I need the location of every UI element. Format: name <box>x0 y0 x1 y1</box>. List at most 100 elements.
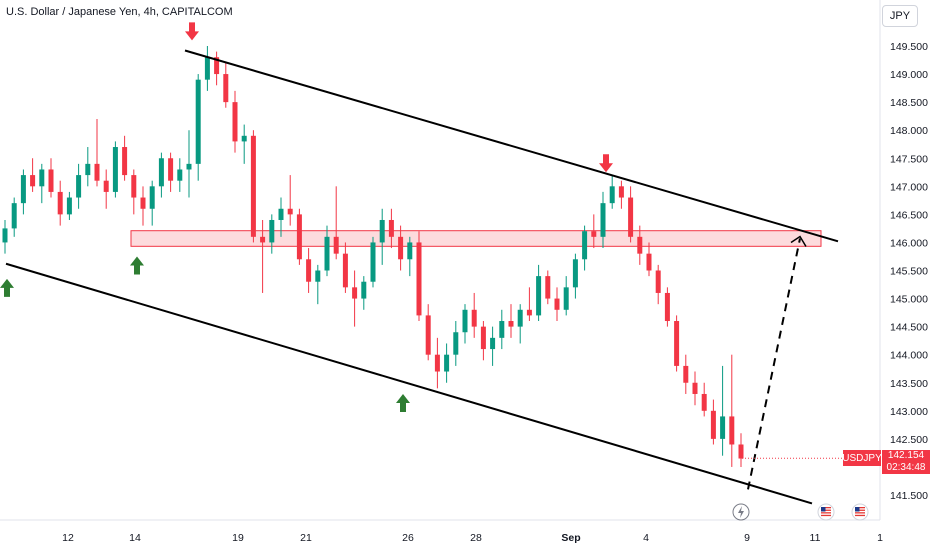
candle-body <box>738 444 744 459</box>
candle-body <box>149 186 155 209</box>
candle-body <box>398 236 404 260</box>
x-tick-label: 21 <box>300 532 312 544</box>
x-tick-label: 9 <box>744 532 750 544</box>
candle-body <box>600 203 606 237</box>
candle-body <box>508 321 514 327</box>
candle-body <box>352 287 358 299</box>
candle-body <box>407 242 413 260</box>
y-tick-label: 145.500 <box>890 266 928 278</box>
candle-body <box>333 236 339 254</box>
candle-body <box>536 276 542 316</box>
bar-countdown: 02:34:48 <box>886 462 926 474</box>
candle-body <box>2 228 8 243</box>
candle-body <box>296 214 302 260</box>
x-tick-label: 4 <box>643 532 649 544</box>
candle-body <box>103 180 109 192</box>
currency-button[interactable]: JPY <box>882 5 918 27</box>
candle-body <box>720 416 726 439</box>
us-flag-stripe <box>821 507 831 509</box>
candle-body <box>57 191 63 215</box>
y-tick-label: 148.000 <box>890 125 928 137</box>
candle-body <box>76 175 82 198</box>
y-tick-label: 147.500 <box>890 153 928 165</box>
candle-body <box>664 292 670 322</box>
candle-body <box>186 163 192 170</box>
candle-body <box>48 169 54 192</box>
candle-body <box>20 175 26 204</box>
candle-body <box>177 169 183 181</box>
candle-body <box>94 163 100 181</box>
candle-body <box>287 208 293 215</box>
candle-body <box>361 281 367 299</box>
us-flag-canton <box>821 507 826 512</box>
resistance-zone <box>130 230 822 247</box>
y-tick-label: 142.500 <box>890 434 928 446</box>
us-flag-stripe <box>855 509 865 511</box>
candle-body <box>204 57 210 80</box>
candle-body <box>701 393 707 411</box>
channel-upper-line <box>184 49 839 243</box>
candle-body <box>278 208 284 220</box>
us-flag-stripe <box>855 512 865 514</box>
candle-body <box>480 326 486 350</box>
candle-body <box>526 309 532 316</box>
candle-body <box>379 219 385 243</box>
us-flag-bg <box>855 507 865 517</box>
us-flag-canton <box>855 507 860 512</box>
x-tick-label: 14 <box>129 532 141 544</box>
candle-body <box>30 175 36 187</box>
us-flag-stripe <box>855 507 865 509</box>
candle-body <box>563 287 569 310</box>
candle-body <box>434 354 440 372</box>
candle-body <box>39 169 45 187</box>
candle-body <box>425 315 431 355</box>
x-tick-label: 28 <box>470 532 482 544</box>
y-tick-label: 144.500 <box>890 322 928 334</box>
candle-body <box>85 163 91 176</box>
candle-body <box>582 231 588 260</box>
us-flag-stripe <box>821 514 831 517</box>
candle-body <box>269 219 275 243</box>
candle-body <box>122 147 128 176</box>
us-flag-stripe <box>821 512 831 514</box>
y-tick-label: 147.000 <box>890 181 928 193</box>
candle-body <box>250 135 256 237</box>
lightning-bolt-icon <box>738 506 744 518</box>
y-tick-label: 149.000 <box>890 69 928 81</box>
down-arrow-marker <box>599 154 613 173</box>
candle-body <box>315 270 321 282</box>
candle-body <box>388 219 394 237</box>
y-tick-label: 146.500 <box>890 209 928 221</box>
candle-body <box>11 203 17 229</box>
y-tick-label: 141.500 <box>890 490 928 502</box>
us-flag-stripe <box>855 514 865 517</box>
candle-body <box>729 416 735 445</box>
last-price-value: 142.154 <box>887 450 925 462</box>
y-tick-label: 144.000 <box>890 350 928 362</box>
candle-body <box>692 382 698 394</box>
candle-body <box>195 79 201 164</box>
candle-body <box>260 236 266 243</box>
candle-body <box>241 135 247 142</box>
candle-body <box>609 186 615 204</box>
candle-body <box>453 332 459 355</box>
candle-body <box>342 253 348 288</box>
candle-body <box>232 102 238 142</box>
x-tick-label: 12 <box>62 532 74 544</box>
candle-body <box>158 158 164 187</box>
x-tick-label: Sep <box>561 532 580 544</box>
candle-body <box>462 309 468 333</box>
x-tick-label: 1 <box>877 532 883 544</box>
up-arrow-marker <box>396 393 410 412</box>
channel-lower-line <box>5 262 813 505</box>
candle-body <box>223 74 229 103</box>
up-arrow-marker <box>130 256 144 275</box>
candle-body <box>545 276 551 299</box>
candle-body <box>66 197 72 215</box>
x-tick-label: 11 <box>810 532 821 544</box>
candle-body <box>444 354 450 372</box>
candle-body <box>618 186 624 198</box>
candle-body <box>324 236 330 271</box>
